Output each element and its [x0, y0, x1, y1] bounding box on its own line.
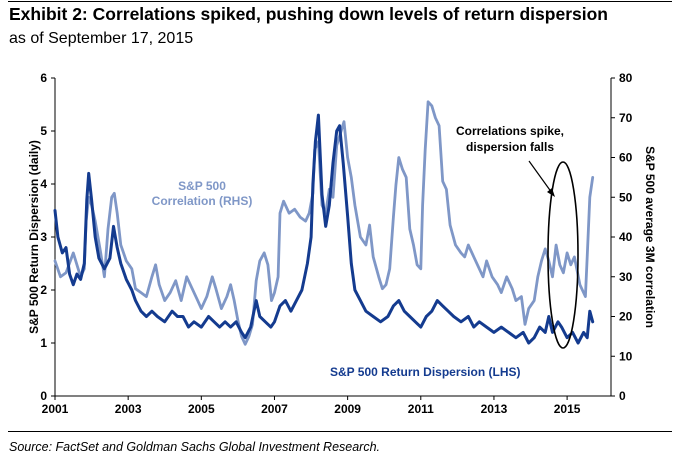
left-tick-label: 2	[40, 283, 47, 297]
left-axis-ticks: 0 1 2 3 4 5 6	[40, 71, 55, 403]
annotation-arrow	[528, 160, 553, 194]
corr-series-label-line2: Correlation (RHS)	[152, 194, 253, 208]
left-tick-label: 4	[40, 177, 47, 191]
left-axis-title: S&P 500 Return Dispersion (daily)	[27, 140, 41, 334]
source-note: Source: FactSet and Goldman Sachs Global…	[9, 440, 381, 454]
x-tick-label: 2011	[408, 402, 434, 416]
right-tick-label: 60	[619, 151, 633, 165]
right-tick-label: 30	[619, 270, 633, 284]
annotation-line2: dispersion falls	[466, 140, 554, 154]
right-tick-label: 50	[619, 190, 633, 204]
right-tick-label: 0	[619, 389, 626, 403]
highlight-ellipse	[547, 161, 579, 349]
x-axis-ticks: 2001 2003 2005 2007 2009 2011 2013 2015	[42, 396, 581, 416]
right-tick-label: 80	[619, 71, 633, 85]
top-rule	[8, 1, 672, 2]
left-tick-label: 1	[40, 336, 47, 350]
x-tick-label: 2003	[115, 402, 142, 416]
x-tick-label: 2009	[334, 402, 361, 416]
chart-subtitle: as of September 17, 2015	[9, 30, 194, 47]
series-lines	[53, 100, 595, 346]
x-tick-label: 2005	[188, 402, 215, 416]
right-tick-label: 20	[619, 310, 633, 324]
annotation-arrowhead	[547, 188, 555, 197]
annotation-line1: Correlations spike,	[456, 124, 564, 138]
bottom-rule	[8, 431, 672, 432]
x-tick-label: 2015	[554, 402, 581, 416]
right-tick-label: 10	[619, 349, 633, 363]
disp-series-label: S&P 500 Return Dispersion (LHS)	[330, 365, 521, 379]
left-tick-label: 6	[40, 71, 47, 85]
x-tick-label: 2007	[261, 402, 288, 416]
right-axis-title: S&P 500 average 3M correlation	[643, 146, 657, 328]
corr-series-label-line1: S&P 500	[178, 179, 226, 193]
right-tick-label: 70	[619, 111, 633, 125]
dispersion-series-line	[53, 113, 595, 345]
right-tick-label: 40	[619, 230, 633, 244]
x-tick-label: 2013	[481, 402, 508, 416]
correlation-series-line	[53, 100, 595, 346]
left-tick-label: 0	[40, 389, 47, 403]
right-axis-ticks: 0 10 20 30 40 50 60 70 80	[611, 71, 633, 403]
x-tick-label: 2001	[42, 402, 69, 416]
left-tick-label: 3	[40, 230, 47, 244]
chart-title: Exhibit 2: Correlations spiked, pushing …	[9, 4, 608, 24]
left-tick-label: 5	[40, 124, 47, 138]
